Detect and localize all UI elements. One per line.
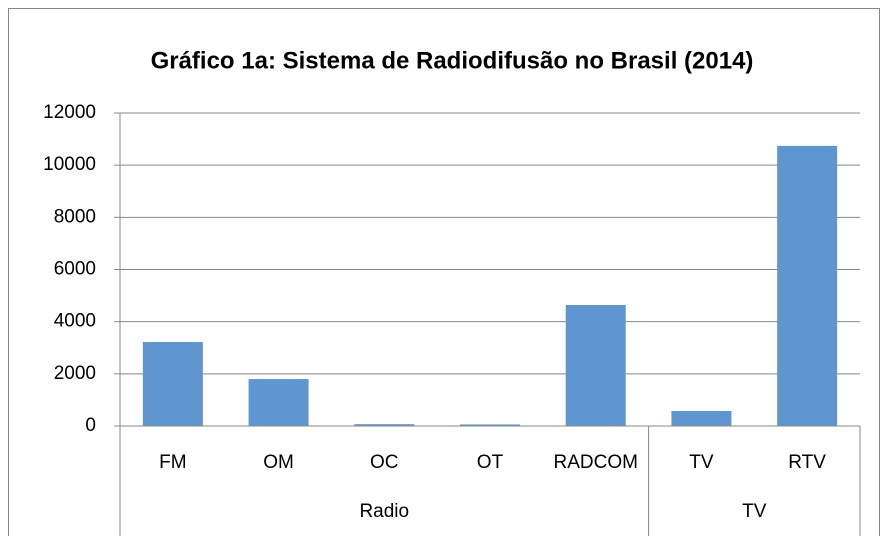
chart-title: Gráfico 1a: Sistema de Radiodifusão no B… [151,47,754,74]
bar [671,411,732,426]
y-tick-label: 2000 [54,363,96,384]
bar [565,304,626,426]
y-tick-label: 10000 [43,154,96,175]
bar [248,379,309,426]
bar [460,424,520,426]
bar [142,342,203,426]
bar [354,424,415,426]
x-tick-label: OM [263,452,294,473]
chart-border [8,8,880,536]
x-tick-label: TV [689,452,714,473]
y-tick-label: 12000 [43,102,96,123]
group-label: TV [742,501,767,522]
y-tick-label: 4000 [54,311,96,332]
x-tick-label: RADCOM [553,452,637,473]
y-tick-label: 6000 [54,259,96,280]
x-tick-label: RTV [788,452,826,473]
y-tick-label: 0 [85,415,96,436]
group-label: Radio [359,501,409,522]
bar [777,145,838,427]
x-tick-label: FM [159,452,186,473]
x-tick-label: OC [370,452,399,473]
x-tick-label: OT [477,452,504,473]
y-tick-label: 8000 [54,206,96,227]
